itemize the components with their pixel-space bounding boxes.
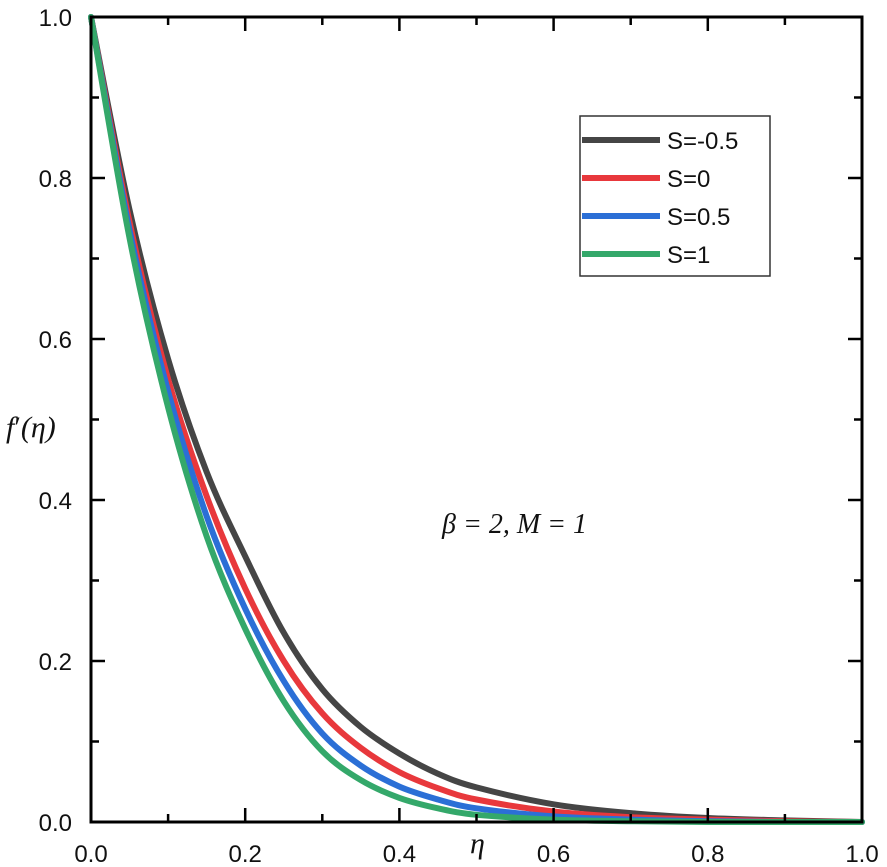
y-tick-label: 0.6: [39, 327, 72, 354]
legend-label: S=0: [667, 166, 710, 193]
legend-item: S=0.5: [582, 204, 730, 231]
legend: S=-0.5 S=0 S=0.5 S=1: [579, 115, 771, 277]
legend-label: S=-0.5: [667, 128, 738, 155]
y-axis-label-arg: (η): [21, 411, 56, 444]
legend-label: S=1: [667, 242, 710, 269]
x-tick-label: 0.0: [74, 841, 107, 867]
svg-text:f′(η): f′(η): [6, 411, 56, 444]
x-axis-tick-labels: 0.0 0.2 0.4 0.6 0.8 1.0: [74, 841, 878, 867]
x-tick-label: 0.6: [537, 841, 570, 867]
y-axis-label-prime: ′: [14, 411, 21, 444]
legend-item: S=1: [582, 242, 710, 269]
series-line-1: [88, 14, 865, 825]
legend-items: S=-0.5 S=0 S=0.5 S=1: [582, 128, 738, 269]
y-tick-label: 1.0: [39, 5, 72, 32]
x-tick-label: 0.8: [691, 841, 724, 867]
x-tick-label: 0.4: [383, 841, 416, 867]
y-tick-label: 0.0: [39, 810, 72, 837]
x-tick-label: 0.2: [229, 841, 262, 867]
y-tick-label: 0.8: [39, 166, 72, 193]
x-axis-label: η: [470, 827, 485, 860]
y-axis-label: f′(η): [6, 411, 56, 444]
legend-label: S=0.5: [667, 204, 730, 231]
parameter-annotation: β = 2, M = 1: [441, 509, 587, 540]
legend-item: S=-0.5: [582, 128, 738, 155]
y-tick-label: 0.2: [39, 649, 72, 676]
axis-ticks: [91, 17, 862, 822]
legend-item: S=0: [582, 166, 710, 193]
x-tick-label: 1.0: [845, 841, 878, 867]
y-tick-label: 0.4: [39, 488, 72, 515]
y-axis-tick-labels: 0.0 0.2 0.4 0.6 0.8 1.0: [39, 5, 72, 837]
